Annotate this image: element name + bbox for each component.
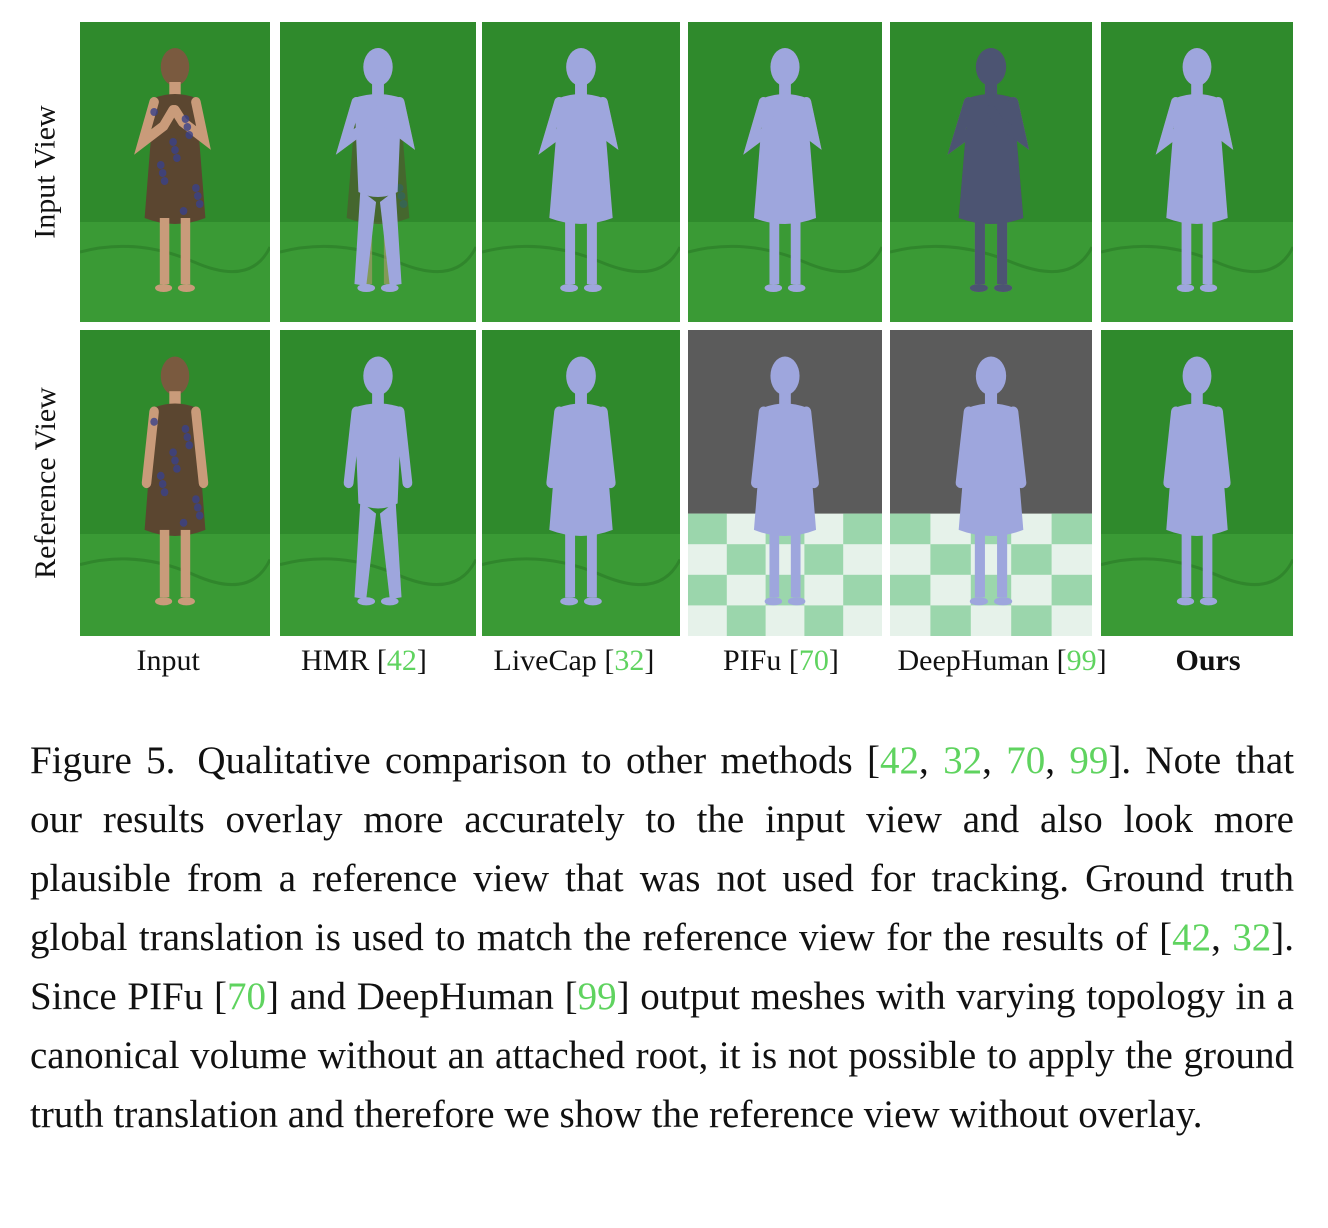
row-label-text: Reference View xyxy=(29,387,62,579)
caption-text: , xyxy=(919,739,944,782)
result-image-input-view-col4 xyxy=(688,22,882,322)
result-image-input-view-col3 xyxy=(482,22,680,322)
result-image-reference-view-col3 xyxy=(482,330,680,636)
column-caption-deephuman: DeepHuman [99] xyxy=(897,644,1107,677)
method-name: DeepHuman xyxy=(897,644,1050,677)
column-caption-input: Input xyxy=(137,644,200,678)
method-name: LiveCap xyxy=(493,644,597,677)
citation-ref[interactable]: 32 xyxy=(943,739,983,782)
method-name: Ours xyxy=(1175,644,1241,677)
figure-caption: Figure 5. Qualitative comparison to other… xyxy=(30,731,1294,1144)
result-image-reference-view-col2 xyxy=(280,330,476,636)
method-name: HMR xyxy=(301,644,370,677)
result-image-reference-view-col4 xyxy=(688,330,882,636)
citation-ref[interactable]: 70 xyxy=(1006,739,1046,782)
caption-text: ]. Note that our results overlay more ac… xyxy=(30,739,1295,959)
citation-ref[interactable]: 99 xyxy=(1069,739,1109,782)
caption-text: ]. Since PIFu [ xyxy=(30,916,1295,1018)
result-image-reference-view-col6 xyxy=(1101,330,1293,636)
caption-text: , xyxy=(1211,916,1233,959)
caption-text: ] and DeepHuman [ xyxy=(265,975,578,1018)
result-image-input-view-col1 xyxy=(80,22,270,322)
citation-ref[interactable]: 99 xyxy=(1066,644,1097,677)
column-caption-pifu: PIFu [70] xyxy=(723,644,839,677)
caption-text: Qualitative comparison to other methods … xyxy=(197,739,880,782)
caption-text: , xyxy=(982,739,1007,782)
caption-text: ] output meshes with varying topology in… xyxy=(30,975,1294,1136)
result-image-reference-view-col1 xyxy=(80,330,270,636)
column-caption-ours: Ours xyxy=(1176,644,1241,678)
citation-ref[interactable]: 32 xyxy=(614,644,645,677)
citation-ref[interactable]: 42 xyxy=(880,739,919,782)
citation-ref[interactable]: 42 xyxy=(1172,916,1212,959)
column-caption-livecap: LiveCap [32] xyxy=(493,644,655,677)
result-image-input-view-col6 xyxy=(1101,22,1293,322)
method-name: Input xyxy=(136,644,200,677)
result-image-input-view-col5 xyxy=(890,22,1092,322)
result-image-input-view-col2 xyxy=(280,22,476,322)
citation-ref[interactable]: 99 xyxy=(577,975,617,1018)
method-name: PIFu xyxy=(723,644,782,677)
result-image-reference-view-col5 xyxy=(890,330,1092,636)
caption-text: , xyxy=(1045,739,1070,782)
figure-label: Figure 5. xyxy=(30,739,176,782)
row-label-input-view: Input View xyxy=(16,22,76,322)
row-label-text: Input View xyxy=(29,105,62,239)
column-caption-hmr: HMR [42] xyxy=(301,644,427,677)
citation-ref[interactable]: 42 xyxy=(386,644,417,677)
citation-ref[interactable]: 70 xyxy=(226,975,266,1018)
row-label-reference-view: Reference View xyxy=(16,330,76,636)
caption-body: Qualitative comparison to other methods … xyxy=(30,739,1294,1136)
citation-ref[interactable]: 70 xyxy=(798,644,829,677)
citation-ref[interactable]: 32 xyxy=(1232,916,1272,959)
